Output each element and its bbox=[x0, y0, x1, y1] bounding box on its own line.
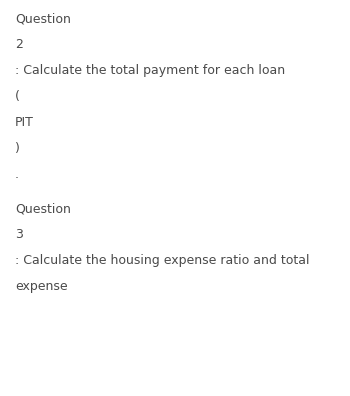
Text: ): ) bbox=[15, 142, 20, 155]
Text: .: . bbox=[15, 168, 19, 181]
Text: Question: Question bbox=[15, 12, 71, 25]
Text: Question: Question bbox=[15, 202, 71, 215]
Text: (: ( bbox=[15, 90, 20, 103]
Text: 2: 2 bbox=[15, 38, 23, 51]
Text: : Calculate the total payment for each loan: : Calculate the total payment for each l… bbox=[15, 64, 285, 77]
Text: expense: expense bbox=[15, 280, 68, 293]
Text: : Calculate the housing expense ratio and total: : Calculate the housing expense ratio an… bbox=[15, 254, 309, 267]
Text: 3: 3 bbox=[15, 228, 23, 241]
Text: PIT: PIT bbox=[15, 116, 34, 129]
